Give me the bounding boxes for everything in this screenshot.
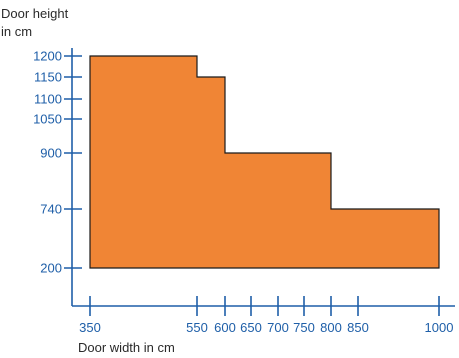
x-tick-label: 700 — [267, 320, 289, 335]
x-tick-label: 1000 — [425, 320, 454, 335]
y-ticks: 200 740 900 1050 1100 1150 1200 — [33, 49, 82, 276]
x-ticks: 350 550 600 650 700 750 800 850 1000 — [79, 296, 453, 335]
y-axis-label-line2: in cm — [1, 24, 32, 39]
x-tick-label: 550 — [186, 320, 208, 335]
x-tick-label: 800 — [320, 320, 342, 335]
x-tick-label: 750 — [293, 320, 315, 335]
y-tick-label: 900 — [40, 146, 62, 161]
axes — [71, 48, 455, 307]
x-tick-label: 350 — [79, 320, 101, 335]
y-tick-label: 200 — [40, 261, 62, 276]
y-tick-label: 1100 — [34, 92, 62, 107]
door-size-area — [89, 55, 440, 269]
x-tick-label: 850 — [347, 320, 369, 335]
y-tick-label: 740 — [40, 202, 62, 217]
x-axis-label: Door width in cm — [78, 340, 175, 355]
y-tick-label: 1050 — [33, 112, 62, 127]
x-tick-label: 650 — [240, 320, 262, 335]
plot-area — [89, 55, 440, 269]
y-axis-label-line1: Door height — [1, 6, 69, 21]
y-tick-label: 1150 — [34, 70, 62, 85]
y-tick-label: 1200 — [33, 49, 62, 64]
x-tick-label: 600 — [214, 320, 236, 335]
